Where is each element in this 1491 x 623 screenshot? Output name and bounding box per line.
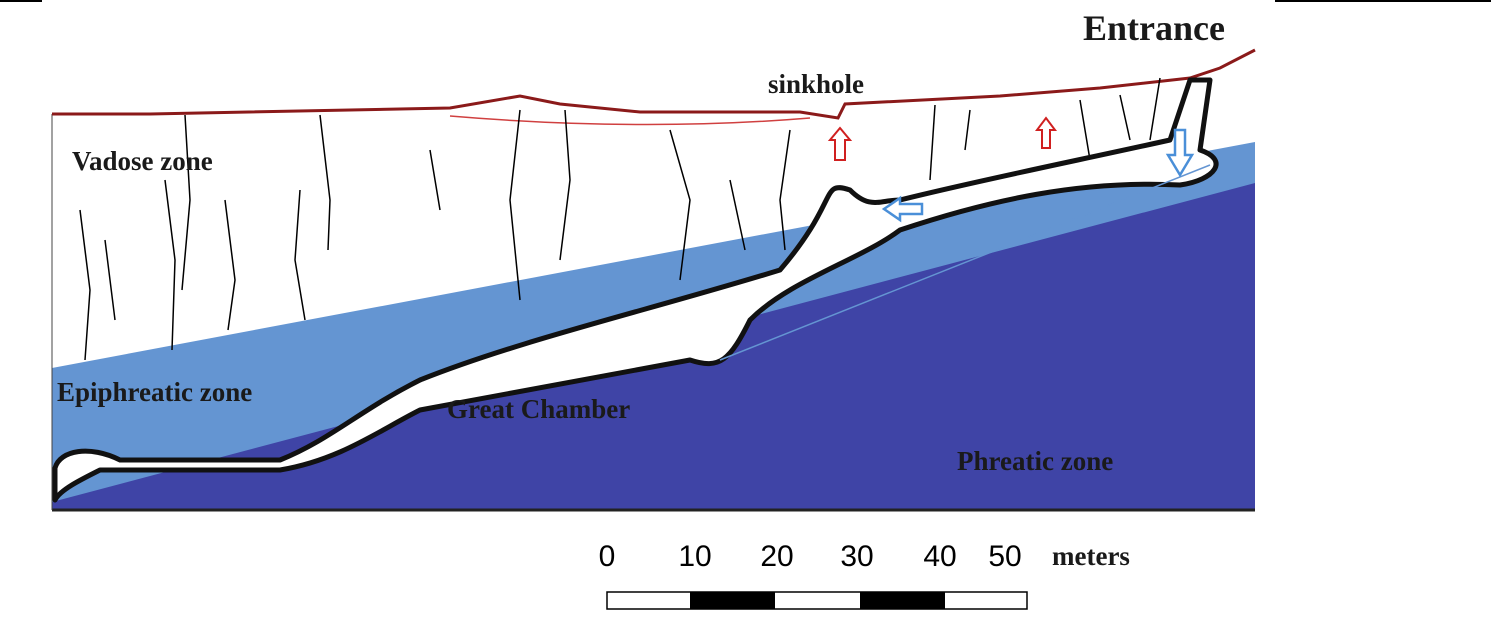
scale-segment	[860, 592, 945, 609]
water-line	[719, 164, 1211, 361]
red-arrow	[1035, 116, 1057, 149]
entrance-label: Entrance	[1083, 8, 1225, 48]
blue-arrow	[1165, 128, 1195, 178]
scale-tick-label: 20	[760, 540, 793, 573]
scale-tick-label: 30	[840, 540, 873, 573]
sinkhole-line	[449, 115, 811, 126]
surface-line	[52, 48, 1256, 120]
red-arrow	[827, 126, 853, 161]
vadose-label: Vadose zone	[72, 146, 213, 176]
epiphreatic-label: Epiphreatic zone	[57, 377, 252, 407]
scale-tick-label: 40	[923, 540, 956, 573]
scale-unit: meters	[1052, 541, 1130, 571]
blue-arrow	[881, 195, 924, 223]
great-chamber-label: Great Chamber	[447, 394, 630, 424]
scale-tick-label: 0	[599, 540, 616, 573]
phreatic-label: Phreatic zone	[957, 446, 1113, 476]
scale-tick-label: 50	[988, 540, 1021, 573]
cave-passage	[52, 77, 1219, 503]
fractures	[79, 77, 1161, 361]
scale-segment	[690, 592, 775, 609]
scale-bar	[606, 591, 1028, 610]
scale-tick-label: 10	[678, 540, 711, 573]
sinkhole-label: sinkhole	[768, 69, 864, 99]
